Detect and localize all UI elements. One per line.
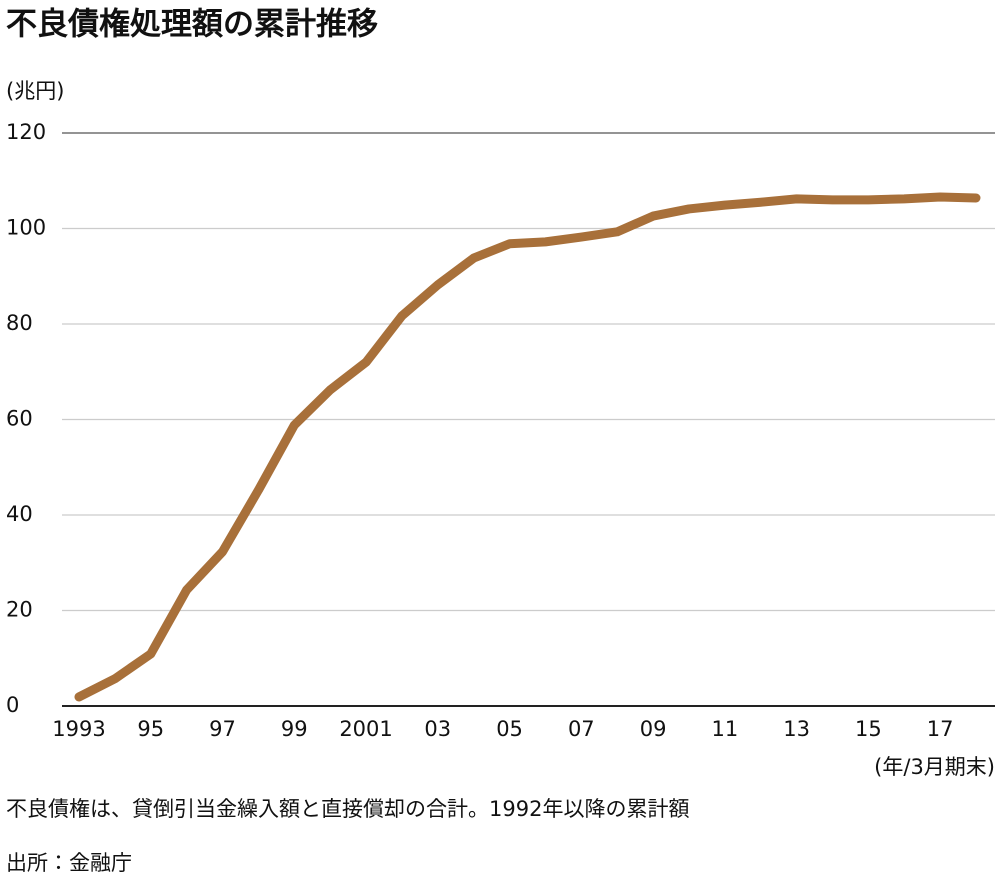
y-tick-label: 80 [6,311,33,335]
x-tick-label: 99 [281,717,308,741]
x-tick-label: 11 [711,717,738,741]
y-tick-label: 100 [6,216,46,240]
x-tick-label: 1993 [52,717,105,741]
y-tick-label: 0 [6,693,19,717]
x-tick-label: 95 [137,717,164,741]
y-axis-label: (兆円) [6,79,64,103]
x-tick-label: 13 [783,717,810,741]
x-tick-label: 2001 [339,717,392,741]
source: 出所：金融庁 [6,851,132,875]
x-tick-label: 07 [568,717,595,741]
y-tick-label: 120 [6,120,46,144]
x-tick-label: 97 [209,717,236,741]
x-tick-label: 15 [855,717,882,741]
x-tick-label: 05 [496,717,523,741]
note: 不良債権は、貸倒引当金繰入額と直接償却の合計。1992年以降の累計額 [6,797,690,821]
data-line [74,192,981,702]
x-tick-label: 03 [424,717,451,741]
y-tick-label: 20 [6,598,33,622]
chart: 不良債権処理額の累計推移 (兆円) (年/3月期末) 0 20 40 60 80 100 1… [6,7,995,779]
x-tick-label: 09 [640,717,667,741]
y-tick-label: 60 [6,407,33,431]
y-tick-label: 40 [6,502,33,526]
x-tick-label: 17 [927,717,954,741]
chart-title: 不良債権処理額の累計推移 [6,7,378,43]
x-axis-label: (年/3月期末) [874,755,995,779]
